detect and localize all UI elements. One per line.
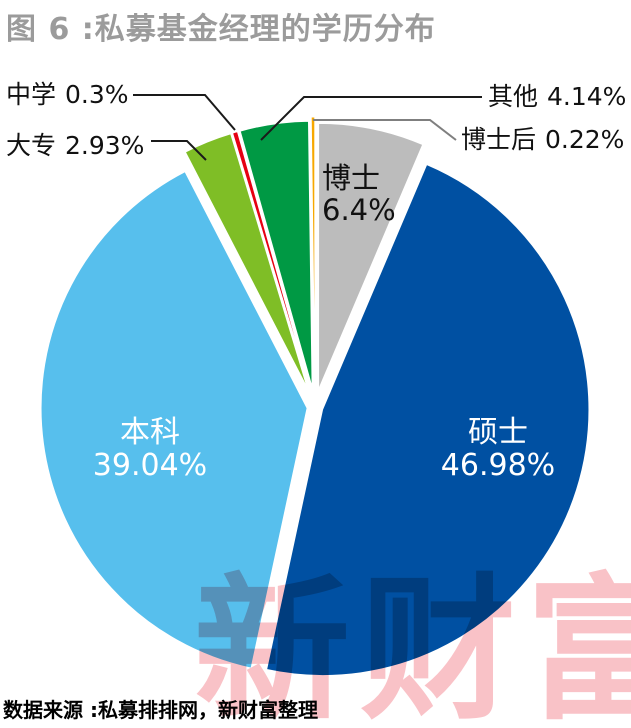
callout-postdoc: 博士后 0.22% [461,125,625,154]
pie-slice-本科 [40,171,308,669]
label-phd: 博士 6.4% [322,161,396,227]
pie-slice-博士 [318,122,424,390]
callout-other: 其他 4.14% [488,82,627,111]
pie-slice-大专 [184,133,308,389]
leader-line-junior-college [151,140,207,161]
label-bachelor: 本科 39.04% [92,415,208,483]
leader-line-middle-school [133,94,236,131]
pie-slice-博士后 [310,116,316,384]
chart-title: 图 6 :私募基金经理的学历分布 [6,12,436,47]
pie-slice-其他 [239,120,313,388]
leader-lines [133,94,482,161]
source-note: 数据来源 :私募排排网，新财富整理 [3,698,318,722]
leader-line-postdoc [313,119,457,141]
leader-line-other [260,96,482,141]
label-master: 硕士 46.98% [440,415,556,483]
callout-middle-school: 中学 0.3% [6,80,129,109]
pie-slice-硕士 [266,163,590,677]
pie-slices [40,116,590,677]
pie-slice-中学 [231,131,310,388]
callout-junior-college: 大专 2.93% [6,131,145,160]
